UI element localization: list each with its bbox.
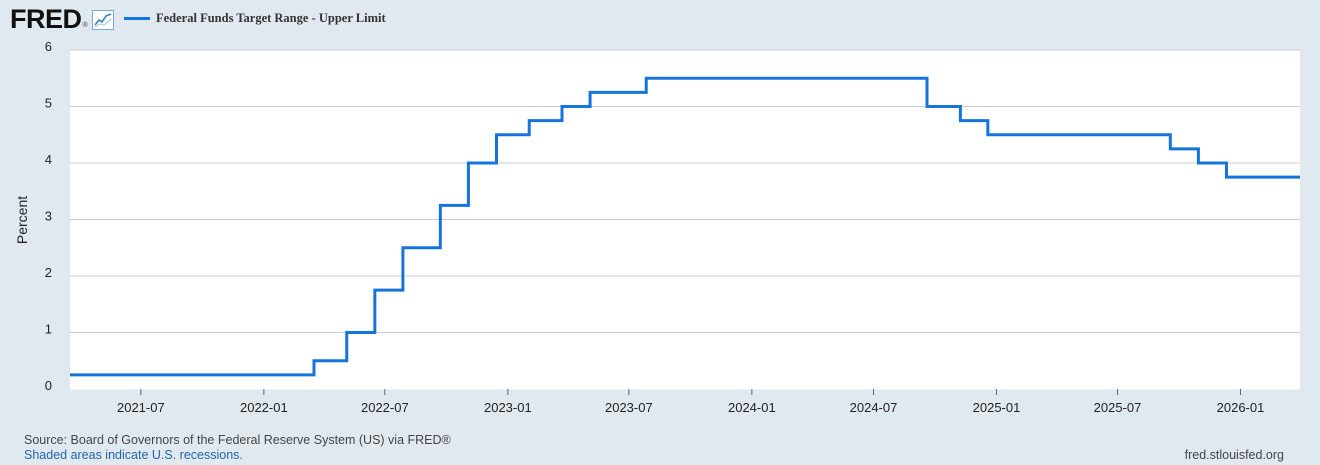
legend-label: Federal Funds Target Range - Upper Limit [156,11,386,25]
chart-header: FRED ® Federal Funds Target Range - Uppe… [0,0,1320,44]
x-tick-label: 2023-01 [484,400,532,415]
logo-text: FRED [10,4,82,34]
y-tick-label: 0 [45,378,52,393]
logo-registered-mark: ® [82,22,88,29]
recession-note-link[interactable]: Shaded areas indicate U.S. recessions. [24,448,243,462]
x-tick-label: 2022-01 [240,400,288,415]
y-tick-label: 2 [45,265,52,280]
x-tick-label: 2025-01 [973,400,1021,415]
y-tick-label: 1 [45,322,52,337]
x-tick-label: 2024-01 [728,400,776,415]
line-chart-icon [91,10,114,35]
source-note: Source: Board of Governors of the Federa… [24,433,451,447]
grid-lines [70,49,1300,390]
y-tick-label: 4 [45,152,52,167]
series-line[interactable] [70,76,1300,377]
y-tick-label: 3 [45,209,52,224]
legend-swatch [124,17,150,20]
chart-svg[interactable]: 0 1 2 3 4 5 6 2021-07 2022-01 2022-07 2023-01 2023… [0,0,1320,430]
x-tick-label: 2026-01 [1217,400,1265,415]
x-tick-label: 2024-07 [850,400,898,415]
y-tick-label: 5 [45,96,52,111]
site-url[interactable]: fred.stlouisfed.org [1184,448,1284,462]
x-tick-label: 2022-07 [361,400,409,415]
fred-logo[interactable]: FRED ® [10,4,114,34]
y-axis: 0 1 2 3 4 5 6 [45,39,52,393]
y-tick-label: 6 [45,39,52,54]
x-tick-label: 2023-07 [605,400,653,415]
x-tick-label: 2021-07 [117,400,165,415]
x-tick-label: 2025-07 [1094,400,1142,415]
y-axis-label: Percent [14,196,30,244]
x-axis: 2021-07 2022-01 2022-07 2023-01 2023-07 2024-… [117,389,1264,415]
legend[interactable]: Federal Funds Target Range - Upper Limit [124,11,386,26]
